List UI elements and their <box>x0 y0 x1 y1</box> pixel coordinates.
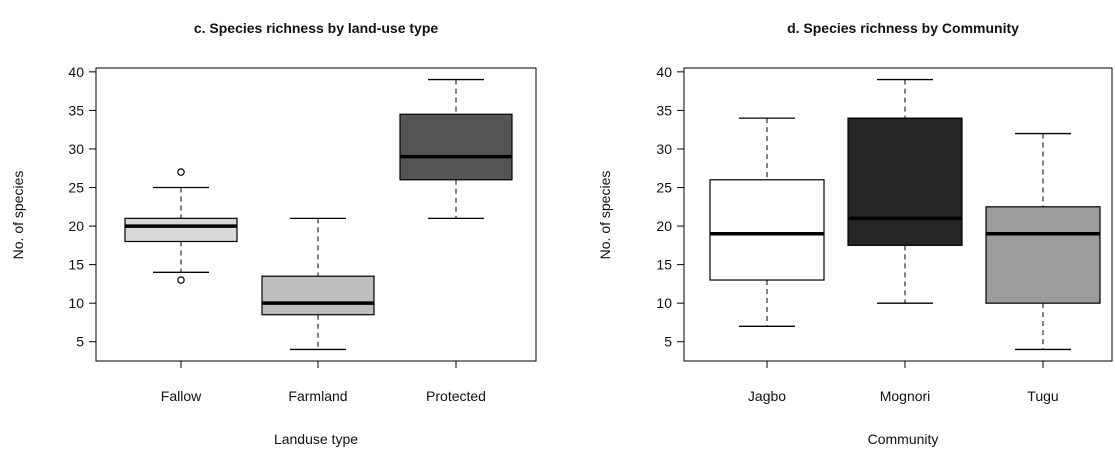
box-protected <box>399 78 513 220</box>
iqr-box <box>124 217 238 243</box>
y-tick-label: 30 <box>68 141 84 157</box>
y-tick-label: 35 <box>68 102 84 118</box>
y-axis: 5 10 15 20 25 30 35 40 <box>656 64 684 350</box>
box-marks <box>124 78 513 351</box>
chart-title: c. Species richness by land-use type <box>194 20 439 36</box>
panel-community: d. Species richness by Community 5 10 15 20… <box>597 20 1113 447</box>
x-tick-label: Mognori <box>880 388 931 404</box>
iqr-box <box>261 275 375 316</box>
box-tugu <box>985 132 1101 351</box>
y-tick-label: 40 <box>656 64 672 80</box>
y-tick-label: 40 <box>68 64 84 80</box>
y-axis-label: No. of species <box>597 171 613 260</box>
y-tick-label: 10 <box>68 295 84 311</box>
outlier-point <box>177 168 185 176</box>
x-axis: Jagbo Mognori Tugu <box>748 361 1059 404</box>
iqr-box <box>847 117 963 246</box>
x-tick-label: Tugu <box>1027 388 1058 404</box>
y-tick-label: 20 <box>68 218 84 234</box>
x-axis-label: Landuse type <box>274 431 358 447</box>
x-axis-label: Community <box>868 431 939 447</box>
box-jagbo <box>709 117 825 327</box>
y-tick-label: 15 <box>68 257 84 273</box>
plot-frame <box>95 67 537 362</box>
chart-title: d. Species richness by Community <box>787 20 1019 36</box>
x-tick-label: Protected <box>426 388 486 404</box>
x-axis: Fallow Farmland Protected <box>161 361 486 404</box>
iqr-box <box>399 113 513 181</box>
y-tick-label: 25 <box>656 180 672 196</box>
y-axis-label: No. of species <box>10 171 26 260</box>
plot-frame <box>683 67 1113 362</box>
x-tick-label: Fallow <box>161 388 202 404</box>
outlier-point <box>177 276 185 284</box>
box-mognori <box>847 78 963 304</box>
box-fallow <box>124 168 238 284</box>
x-tick-label: Farmland <box>288 388 347 404</box>
y-tick-label: 5 <box>664 334 672 350</box>
panel-land-use: c. Species richness by land-use type 5 10… <box>10 20 537 447</box>
y-tick-label: 10 <box>656 295 672 311</box>
y-axis: 5 10 15 20 25 30 35 40 <box>68 64 96 350</box>
iqr-box <box>985 206 1101 304</box>
y-tick-label: 20 <box>656 218 672 234</box>
y-tick-label: 35 <box>656 102 672 118</box>
box-farmland <box>261 217 375 351</box>
iqr-box <box>709 179 825 281</box>
box-marks <box>709 78 1101 351</box>
y-tick-label: 25 <box>68 180 84 196</box>
y-tick-label: 15 <box>656 257 672 273</box>
y-tick-label: 30 <box>656 141 672 157</box>
y-tick-label: 5 <box>76 334 84 350</box>
x-tick-label: Jagbo <box>748 388 786 404</box>
